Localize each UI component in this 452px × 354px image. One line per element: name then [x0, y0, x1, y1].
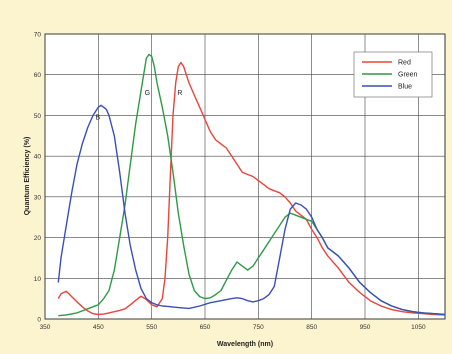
y-tick-labels: 0 10 20 30 40 50 60 70: [34, 32, 42, 324]
legend: Red Green Blue: [353, 51, 433, 98]
x-tick-label: 750: [253, 324, 264, 331]
x-tick-labels: 350 450 550 650 750 850 950 1050: [40, 324, 426, 331]
y-tick-label: 50: [34, 113, 42, 120]
x-tick-label: 950: [360, 324, 371, 331]
y-tick-label: 10: [34, 276, 42, 283]
x-tick-label: 550: [146, 324, 157, 331]
x-tick-label: 850: [306, 324, 317, 331]
series-lines: [57, 53, 446, 317]
curve-label-blue: B: [95, 115, 100, 122]
x-tick-label: 350: [40, 324, 51, 331]
y-tick-label: 20: [34, 235, 42, 242]
legend-label-blue: Blue: [398, 84, 412, 91]
curve-label-green: G: [145, 90, 150, 97]
series-line-blue: [57, 104, 446, 316]
x-tick-label: 450: [93, 324, 104, 331]
curve-label-red: R: [177, 90, 182, 97]
y-tick-label: 70: [34, 32, 42, 39]
y-axis-label: Quantum Efficiency (%): [24, 137, 31, 216]
x-tick-label: 650: [200, 324, 211, 331]
series-line-red: [57, 61, 446, 316]
y-tick-label: 0: [37, 317, 41, 324]
x-tick-label: 1050: [411, 324, 426, 331]
y-tick-label: 60: [34, 72, 42, 79]
legend-label-red: Red: [398, 60, 411, 67]
y-tick-label: 40: [34, 154, 42, 161]
curve-labels: R G B: [95, 90, 182, 121]
legend-label-green: Green: [398, 72, 418, 79]
x-axis-label: Wavelength (nm): [217, 341, 273, 348]
y-tick-label: 30: [34, 194, 42, 201]
